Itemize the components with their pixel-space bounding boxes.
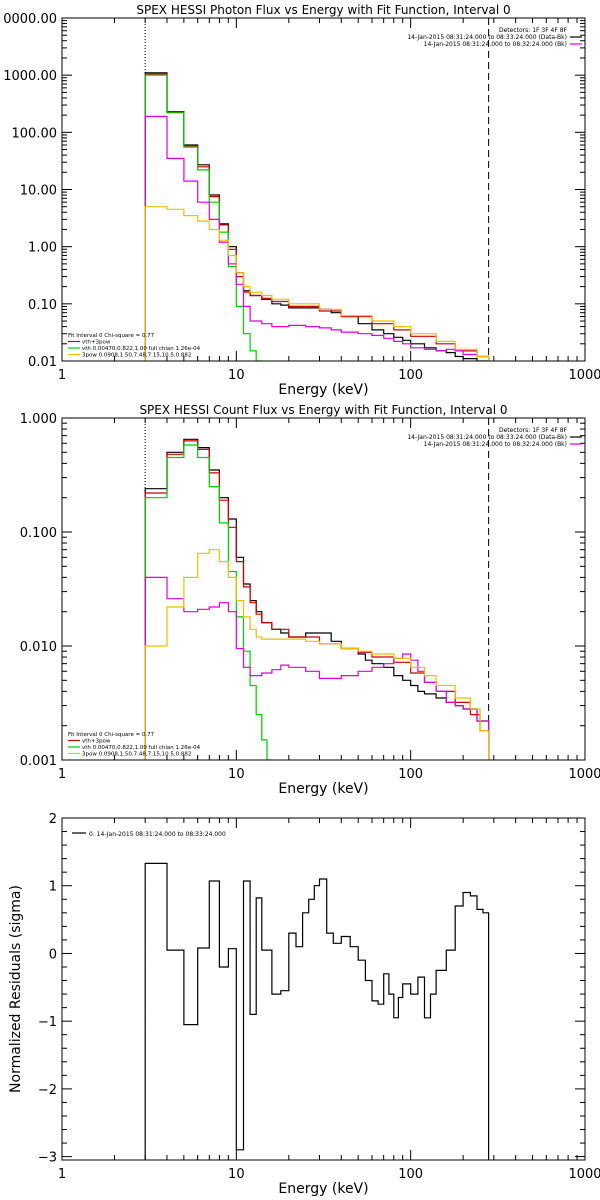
x-tick-label: 100 — [398, 1167, 423, 1182]
y-tick-label: −1 — [38, 1015, 57, 1030]
chart-title: SPEX HESSI Photon Flux vs Energy with Fi… — [136, 3, 510, 17]
y-tick-label: 10.00 — [20, 184, 57, 199]
y-tick-label: −3 — [38, 1151, 57, 1166]
y-tick-label: 0.100 — [20, 526, 57, 541]
fit-legend-item: vth+3pow — [82, 739, 111, 745]
chart-panel-3: 1 10 100 1000 −3 −2 −1 0 1 2 Energy (keV) Normalize… — [8, 812, 600, 1197]
x-axis-label: Energy (keV) — [278, 781, 368, 797]
series-line-2 — [144, 73, 490, 361]
series-line-5 — [144, 206, 490, 361]
axes-frame — [61, 817, 586, 1161]
y-tick-label: 0 — [49, 947, 57, 962]
header-line: 0. 14-Jan-2015 08:31:24.000 to 08:33:24.… — [89, 831, 226, 838]
axes-frame — [61, 417, 586, 761]
y-tick-label: 1.000 — [20, 412, 57, 427]
chart-title: SPEX HESSI Count Flux vs Energy with Fit… — [139, 403, 507, 417]
series-line-3 — [144, 74, 262, 361]
header-line: 14-Jan-2015 08:31:24.000 to 08:32:24.000… — [424, 41, 567, 48]
fit-legend-item: 3pow 0.0908,1.50,7.48,7.15,10.5,0.882 — [82, 752, 191, 758]
chart-panel-1: SPEX HESSI Photon Flux vs Energy with Fi… — [3, 3, 600, 398]
y-axis-label: Normalized Residuals (sigma) — [8, 885, 24, 1093]
x-tick-label: 1000 — [568, 1167, 600, 1182]
x-tick-label: 10 — [228, 368, 245, 383]
y-tick-label: 1000.00 — [3, 69, 57, 84]
x-axis-label: Energy (keV) — [278, 382, 368, 398]
header-line: 14-Jan-2015 08:31:24.000 to 08:33:24.000… — [407, 34, 567, 41]
y-tick-label: 0.001 — [20, 754, 57, 769]
series-line-1 — [144, 862, 490, 1160]
y-tick-label: 100.00 — [12, 126, 58, 141]
header-line: 14-Jan-2015 08:31:24.000 to 08:33:24.000… — [407, 434, 567, 441]
x-tick-label: 1000 — [568, 767, 600, 782]
series-line-1 — [144, 72, 489, 361]
x-tick-label: 1000 — [568, 368, 600, 383]
y-tick-label: 1 — [49, 880, 57, 895]
fit-legend-item: 3pow 0.0908,1.50,7.48,7.15,10.5,0.882 — [82, 353, 191, 359]
plot-area — [144, 18, 490, 361]
fit-legend-item: vth+3pow — [82, 340, 111, 346]
y-tick-label: 0.10 — [28, 298, 57, 313]
x-axis-label: Energy (keV) — [278, 1181, 368, 1197]
series-line-1 — [144, 438, 490, 760]
series-line-2 — [144, 440, 490, 760]
y-tick-label: −2 — [38, 1083, 57, 1098]
y-tick-label: 0.010 — [20, 640, 57, 655]
x-tick-label: 1 — [58, 368, 66, 383]
y-tick-label: 0000.00 — [3, 12, 57, 27]
x-tick-label: 100 — [398, 767, 423, 782]
y-tick-label: 2 — [49, 812, 57, 827]
axes-frame — [61, 17, 586, 362]
fit-legend-item: vth 0.00470,0.822,1.00 full chian 1.26e-… — [82, 745, 201, 751]
y-tick-label: 0.01 — [28, 355, 57, 370]
header-line: 14-Jan-2015 08:31:24.000 to 08:32:24.000… — [424, 441, 567, 448]
plot-area — [144, 862, 490, 1160]
series-line-4 — [144, 576, 490, 760]
x-tick-label: 10 — [228, 767, 245, 782]
fit-legend-title: Fit Interval 0 Chi-square = 0.77 — [68, 333, 155, 339]
x-tick-label: 1 — [58, 1167, 66, 1182]
series-line-5 — [144, 549, 490, 760]
x-tick-label: 10 — [228, 1167, 245, 1182]
y-tick-label: 1.00 — [28, 241, 57, 256]
plot-area — [144, 418, 490, 760]
header-line: Detectors: 1F 3F 4F 8F — [499, 427, 568, 434]
chart-panel-2: SPEX HESSI Count Flux vs Energy with Fit… — [20, 403, 600, 797]
series-line-4 — [144, 115, 490, 361]
fit-legend-item: vth 0.00470,0.822,1.00 full chian 1.26e-… — [82, 346, 201, 352]
x-tick-label: 1 — [58, 767, 66, 782]
x-tick-label: 100 — [398, 368, 423, 383]
header-line: Detectors: 1F 3F 4F 8F — [499, 27, 568, 34]
fit-legend-title: Fit Interval 0 Chi-square = 0.77 — [68, 732, 155, 738]
